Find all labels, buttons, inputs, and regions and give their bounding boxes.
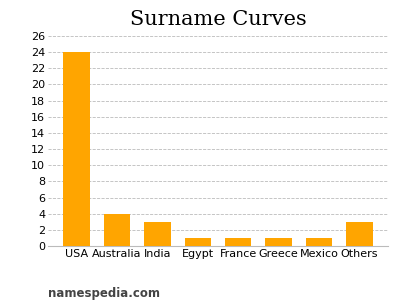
Bar — [185, 238, 211, 246]
Title: Surname Curves: Surname Curves — [130, 10, 306, 29]
Bar — [144, 222, 170, 246]
Bar — [104, 214, 130, 246]
Bar — [346, 222, 372, 246]
Bar — [225, 238, 251, 246]
Bar — [266, 238, 292, 246]
Text: namespedia.com: namespedia.com — [48, 287, 160, 300]
Bar — [306, 238, 332, 246]
Bar — [64, 52, 90, 246]
